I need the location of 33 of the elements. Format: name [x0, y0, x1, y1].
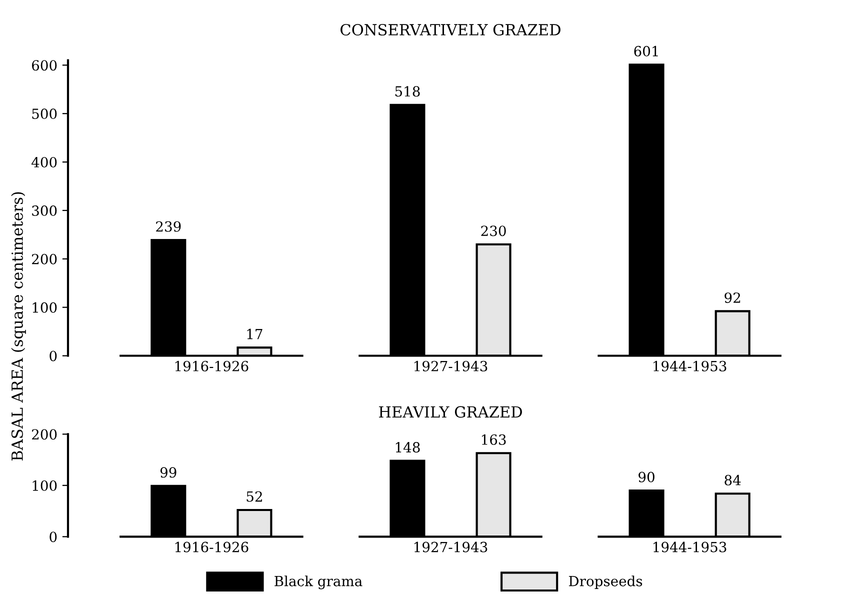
y-tick-label: 200	[32, 254, 57, 264]
y-tick-label: 0	[50, 532, 57, 542]
y-tick-label: 500	[32, 108, 57, 120]
x-tick-label: 1944-1953	[654, 360, 726, 372]
x-tick-label: 1916-1926	[175, 542, 248, 552]
x-tick-label: 1927-1943	[414, 542, 488, 552]
data-label: 84	[724, 474, 741, 486]
data-label: 92	[724, 292, 740, 303]
chart-title: HEAVILY GRAZED	[379, 406, 522, 418]
data-label: 90	[638, 472, 654, 482]
y-axis-title: BASAL AREA (square centimeters)	[11, 192, 26, 461]
y-tick-label: 400	[32, 156, 57, 168]
legend-label: Dropseeds	[568, 576, 642, 590]
y-tick-label: 200	[32, 429, 57, 440]
x-tick-label: 1944-1953	[654, 542, 726, 552]
y-tick-label: 100	[32, 302, 57, 313]
legend-label: Black grama	[274, 576, 362, 590]
data-label: 163	[482, 434, 506, 445]
data-label: 148	[396, 442, 420, 453]
data-label: 230	[481, 226, 506, 236]
data-label: 17	[247, 328, 262, 340]
x-tick-label: 1916-1926	[175, 360, 248, 372]
y-tick-label: 600	[32, 60, 57, 71]
data-label: 601	[634, 46, 658, 56]
y-tick-label: 100	[32, 480, 57, 491]
data-label: 518	[395, 86, 420, 97]
chart-title: CONSERVATIVELY GRAZED	[340, 24, 560, 36]
data-label: 99	[160, 467, 176, 478]
data-label: 52	[246, 491, 262, 502]
y-tick-label: 0	[50, 350, 57, 362]
y-tick-label: 300	[32, 205, 57, 216]
data-label: 239	[156, 221, 181, 232]
x-tick-label: 1927-1943	[414, 360, 488, 372]
